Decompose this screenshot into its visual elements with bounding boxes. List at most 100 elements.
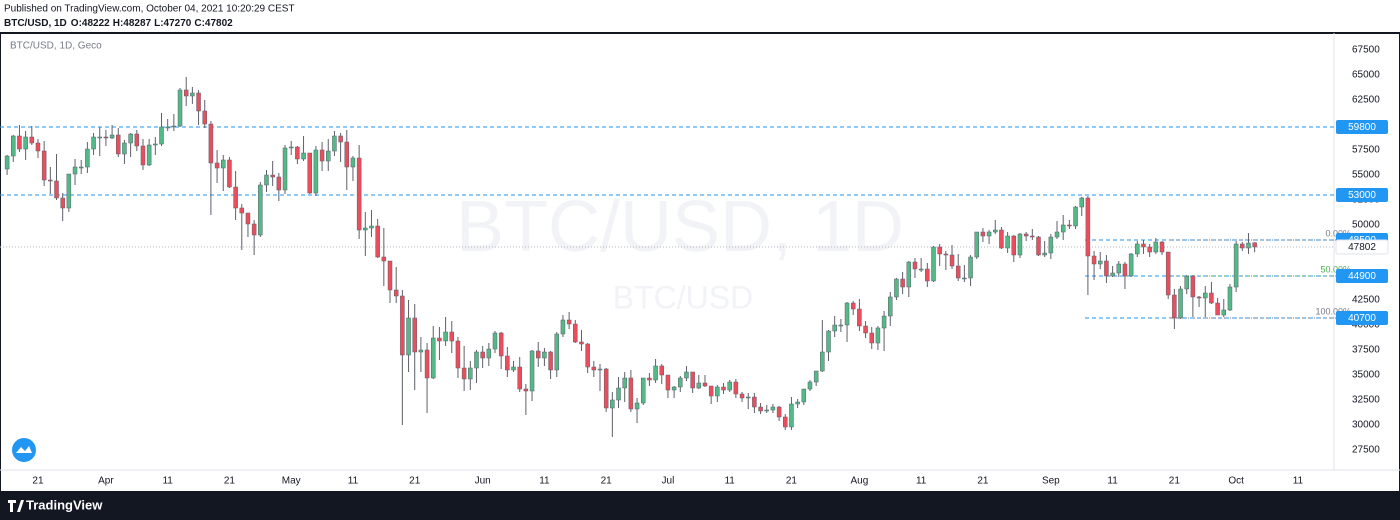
fib-label: 50.00% [1320, 264, 1351, 274]
candle-body [1054, 231, 1060, 238]
candle-body [906, 261, 912, 288]
candle-body [610, 399, 615, 409]
candle-body [91, 136, 96, 150]
candle-body [1023, 233, 1029, 237]
candle-body [251, 223, 257, 236]
candle-body [1135, 243, 1140, 255]
candle-body [628, 377, 634, 410]
candle-body [573, 323, 578, 343]
candle-body [1042, 252, 1047, 256]
y-tick-label: 40000 [1352, 320, 1380, 331]
candle-body [1221, 309, 1227, 316]
candle-body [826, 330, 831, 353]
candle-body [1011, 235, 1017, 256]
candle-body [326, 150, 331, 162]
candle-body [480, 351, 485, 359]
candle-body [424, 349, 430, 379]
candle-body [517, 366, 522, 390]
candle-body [363, 227, 368, 231]
candle-body [1165, 251, 1171, 296]
y-tick-label: 35000 [1352, 370, 1380, 381]
candle-body [511, 366, 516, 371]
last-price-label: 47802 [1348, 242, 1376, 253]
candle-body [498, 332, 504, 357]
x-tick-label: 11 [916, 476, 927, 487]
candle-body [678, 377, 683, 388]
candle-body [894, 278, 899, 298]
candle-body [690, 371, 695, 389]
candle-body [288, 146, 294, 149]
candle-body [745, 396, 751, 399]
x-tick-label: Jul [662, 476, 675, 487]
candle-body [239, 207, 245, 214]
candle-body [708, 385, 714, 397]
candle-body [1246, 242, 1251, 249]
x-tick-label: May [282, 476, 301, 487]
y-tick-label: 67500 [1352, 45, 1380, 56]
candle-body [85, 148, 90, 168]
logo-icon [16, 446, 32, 453]
last-price-badge [1335, 239, 1389, 255]
candle-body [78, 166, 84, 169]
candle-body [319, 149, 325, 162]
candle-body [1233, 243, 1239, 288]
candle-body [258, 184, 263, 236]
candle-body [622, 377, 627, 389]
candle-body [171, 125, 177, 128]
y-tick-label: 57500 [1352, 145, 1380, 156]
watermark: BTC/USD, 1D [456, 187, 904, 267]
level-badge-label: 40700 [1348, 313, 1376, 324]
candle-body [1122, 263, 1128, 277]
x-tick-label: 21 [409, 476, 421, 487]
candle-body [1030, 235, 1035, 238]
candle-body [770, 406, 776, 411]
candle-body [369, 225, 374, 229]
candle-body [566, 319, 572, 325]
candle-body [999, 229, 1004, 249]
candle-body [789, 403, 794, 428]
ohlc-label: L: [154, 18, 163, 29]
candle-body [1036, 236, 1041, 256]
x-tick-label: 21 [1169, 476, 1181, 487]
candle-body [993, 229, 998, 233]
candle-body [715, 386, 720, 397]
candle-body [869, 332, 874, 344]
candle-body [986, 231, 992, 237]
candle-body [739, 393, 745, 399]
candle-body [523, 388, 529, 392]
candle-body [931, 246, 936, 282]
candle-body [813, 370, 819, 383]
candle-body [282, 147, 288, 191]
candle-body [17, 135, 22, 150]
level-badge-label: 44900 [1348, 271, 1376, 282]
candle-body [1178, 288, 1183, 319]
symbol: BTC/USD, 1D [4, 18, 67, 29]
x-tick-label: 11 [1293, 476, 1304, 487]
candle-body [1067, 224, 1072, 227]
x-tick-label: Aug [850, 476, 868, 487]
candle-body [1005, 235, 1010, 249]
candle-body [1079, 197, 1084, 208]
candle-body [449, 331, 455, 342]
candle-body [900, 278, 905, 288]
candle-body [1227, 286, 1233, 311]
footer-bar [0, 492, 1400, 520]
candle-body [585, 343, 590, 368]
candle-body [1209, 292, 1214, 304]
candle-body [400, 295, 405, 356]
y-tick-label: 55000 [1352, 170, 1380, 181]
candle-body [1159, 241, 1165, 253]
candle-body [807, 381, 813, 390]
candle-body [202, 110, 207, 125]
symbol-line: BTC/USD, 1D O:48222 H:48287 L:47270 C:47802 [4, 18, 233, 29]
y-tick-label: 65000 [1352, 70, 1380, 81]
candle-body [443, 331, 448, 342]
candle-body [190, 92, 195, 97]
x-tick-label: 21 [977, 476, 989, 487]
candle-body [955, 265, 961, 279]
x-tick-label: 11 [348, 476, 359, 487]
candle-body [1116, 263, 1122, 274]
candle-body [857, 308, 862, 327]
candle-body [881, 315, 887, 329]
